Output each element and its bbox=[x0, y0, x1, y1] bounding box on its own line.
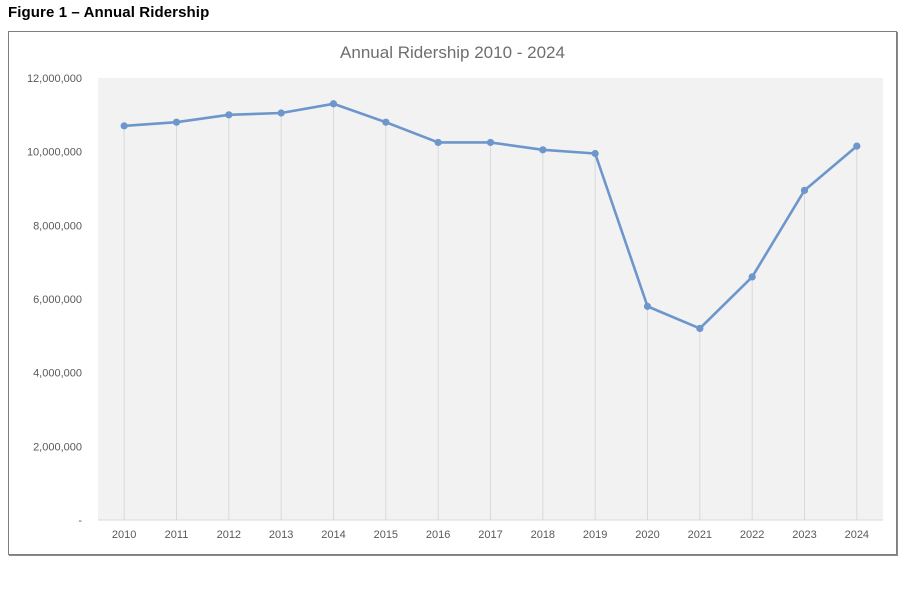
svg-text:2024: 2024 bbox=[845, 529, 869, 541]
svg-text:2010: 2010 bbox=[112, 529, 136, 541]
svg-text:12,000,000: 12,000,000 bbox=[27, 73, 82, 85]
chart-area: Annual Ridership 2010 - 2024 12,000,000 1… bbox=[8, 31, 897, 555]
svg-text:2017: 2017 bbox=[478, 529, 502, 541]
svg-text:2013: 2013 bbox=[269, 529, 293, 541]
svg-text:2,000,000: 2,000,000 bbox=[33, 441, 82, 453]
svg-text:2015: 2015 bbox=[374, 529, 398, 541]
svg-text:10,000,000: 10,000,000 bbox=[27, 147, 82, 159]
svg-text:-: - bbox=[78, 515, 82, 527]
svg-text:6,000,000: 6,000,000 bbox=[33, 294, 82, 306]
svg-text:2011: 2011 bbox=[165, 529, 189, 541]
svg-text:2016: 2016 bbox=[426, 529, 450, 541]
ridership-line-chart-svg: 12,000,000 10,000,000 8,000,000 6,000,000 4,… bbox=[27, 73, 883, 541]
svg-text:2014: 2014 bbox=[321, 529, 345, 541]
svg-text:4,000,000: 4,000,000 bbox=[33, 368, 82, 380]
svg-text:2022: 2022 bbox=[740, 529, 764, 541]
svg-text:2023: 2023 bbox=[792, 529, 816, 541]
svg-text:2018: 2018 bbox=[531, 529, 555, 541]
figure-caption: Figure 1 – Annual Ridership bbox=[8, 4, 210, 21]
svg-text:2021: 2021 bbox=[688, 529, 712, 541]
svg-text:2019: 2019 bbox=[583, 529, 607, 541]
chart-title: Annual Ridership 2010 - 2024 bbox=[340, 43, 565, 62]
svg-text:8,000,000: 8,000,000 bbox=[33, 220, 82, 232]
svg-text:2020: 2020 bbox=[635, 529, 659, 541]
svg-text:2012: 2012 bbox=[217, 529, 241, 541]
